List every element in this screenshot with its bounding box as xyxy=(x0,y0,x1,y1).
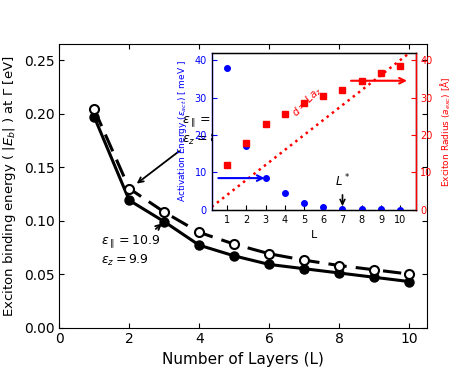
Y-axis label: Exciton binding energy ( $|E_b|$ ) at $\Gamma$ [eV]: Exciton binding energy ( $|E_b|$ ) at $\… xyxy=(1,55,18,316)
X-axis label: L: L xyxy=(310,230,317,240)
Text: $\epsilon_{\parallel} = 9.5$
$\epsilon_z = 8.6$: $\epsilon_{\parallel} = 9.5$ $\epsilon_z… xyxy=(138,113,233,183)
Text: $\epsilon_{\parallel} = 10.9$
$\epsilon_z = 9.9$: $\epsilon_{\parallel} = 10.9$ $\epsilon_… xyxy=(101,225,161,268)
Y-axis label: Activation Energy ($\varepsilon_{act}$) [ meV ]: Activation Energy ($\varepsilon_{act}$) … xyxy=(176,60,189,202)
X-axis label: Number of Layers (L): Number of Layers (L) xyxy=(162,352,324,367)
Y-axis label: Exciton Radius ($a_{exc}$) [Å]: Exciton Radius ($a_{exc}$) [Å] xyxy=(438,76,453,187)
Text: $L^*$: $L^*$ xyxy=(335,173,350,204)
Text: $d = La_z$: $d = La_z$ xyxy=(289,84,325,120)
